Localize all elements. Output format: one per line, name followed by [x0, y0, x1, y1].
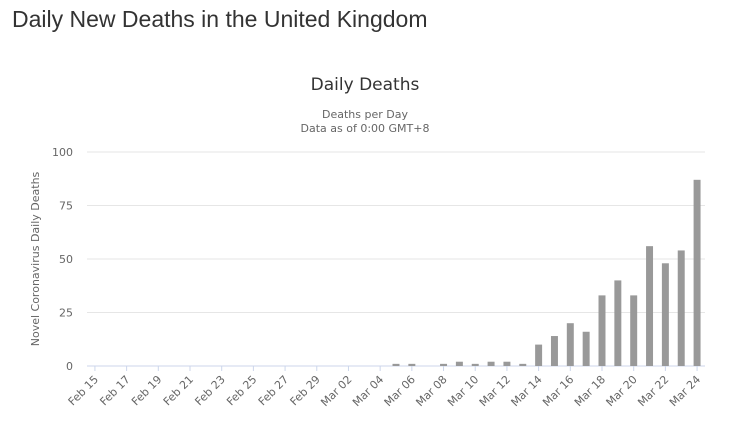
- chart-subtitle: Data as of 0:00 GMT+8: [301, 122, 430, 135]
- x-tick-label: Mar 24: [667, 373, 703, 409]
- y-tick-label: 100: [52, 146, 73, 159]
- bar: [519, 363, 527, 366]
- x-tick-label: Feb 27: [256, 373, 291, 408]
- bar: [550, 336, 558, 366]
- page-title: Daily New Deaths in the United Kingdom: [12, 6, 428, 32]
- bar: [471, 363, 479, 366]
- y-tick-label: 25: [59, 307, 73, 320]
- bar: [535, 344, 543, 366]
- bar: [487, 361, 495, 366]
- bar: [677, 250, 685, 366]
- x-tick-label: Mar 22: [635, 373, 671, 409]
- x-tick-label: Feb 25: [224, 373, 259, 408]
- x-tick-label: Feb 23: [192, 373, 227, 408]
- bar: [566, 323, 574, 366]
- x-tick-label: Mar 20: [604, 373, 640, 409]
- x-tick-label: Feb 19: [129, 373, 164, 408]
- bar: [455, 361, 463, 366]
- bar: [693, 179, 701, 366]
- x-tick-label: Feb 29: [288, 373, 323, 408]
- y-tick-label: 0: [66, 360, 73, 373]
- x-tick-label: Mar 18: [572, 373, 608, 409]
- bar: [503, 361, 511, 366]
- x-tick-label: Feb 17: [97, 373, 132, 408]
- bar: [661, 263, 669, 366]
- x-tick-label: Mar 10: [445, 373, 481, 409]
- bar: [408, 363, 416, 366]
- chart-title: Daily Deaths: [311, 75, 420, 95]
- bar: [598, 295, 606, 366]
- y-tick-label: 50: [59, 253, 73, 266]
- bar: [582, 331, 590, 366]
- x-tick-label: Mar 14: [508, 373, 544, 409]
- x-tick-label: Mar 04: [350, 373, 386, 409]
- x-tick-label: Mar 08: [413, 373, 449, 409]
- bar: [614, 280, 622, 366]
- bar: [646, 246, 654, 366]
- chart-subtitle: Deaths per Day: [322, 108, 408, 121]
- bar: [440, 363, 448, 366]
- x-tick-label: Feb 21: [161, 373, 196, 408]
- y-axis-label: Novel Coronavirus Daily Deaths: [29, 171, 42, 346]
- x-tick-label: Mar 02: [318, 373, 354, 409]
- x-tick-label: Mar 06: [382, 373, 418, 409]
- x-tick-label: Feb 15: [66, 373, 101, 408]
- x-tick-label: Mar 16: [540, 373, 576, 409]
- bar: [392, 363, 400, 366]
- x-tick-label: Mar 12: [477, 373, 513, 409]
- bar: [630, 295, 638, 366]
- y-tick-label: 75: [59, 200, 73, 213]
